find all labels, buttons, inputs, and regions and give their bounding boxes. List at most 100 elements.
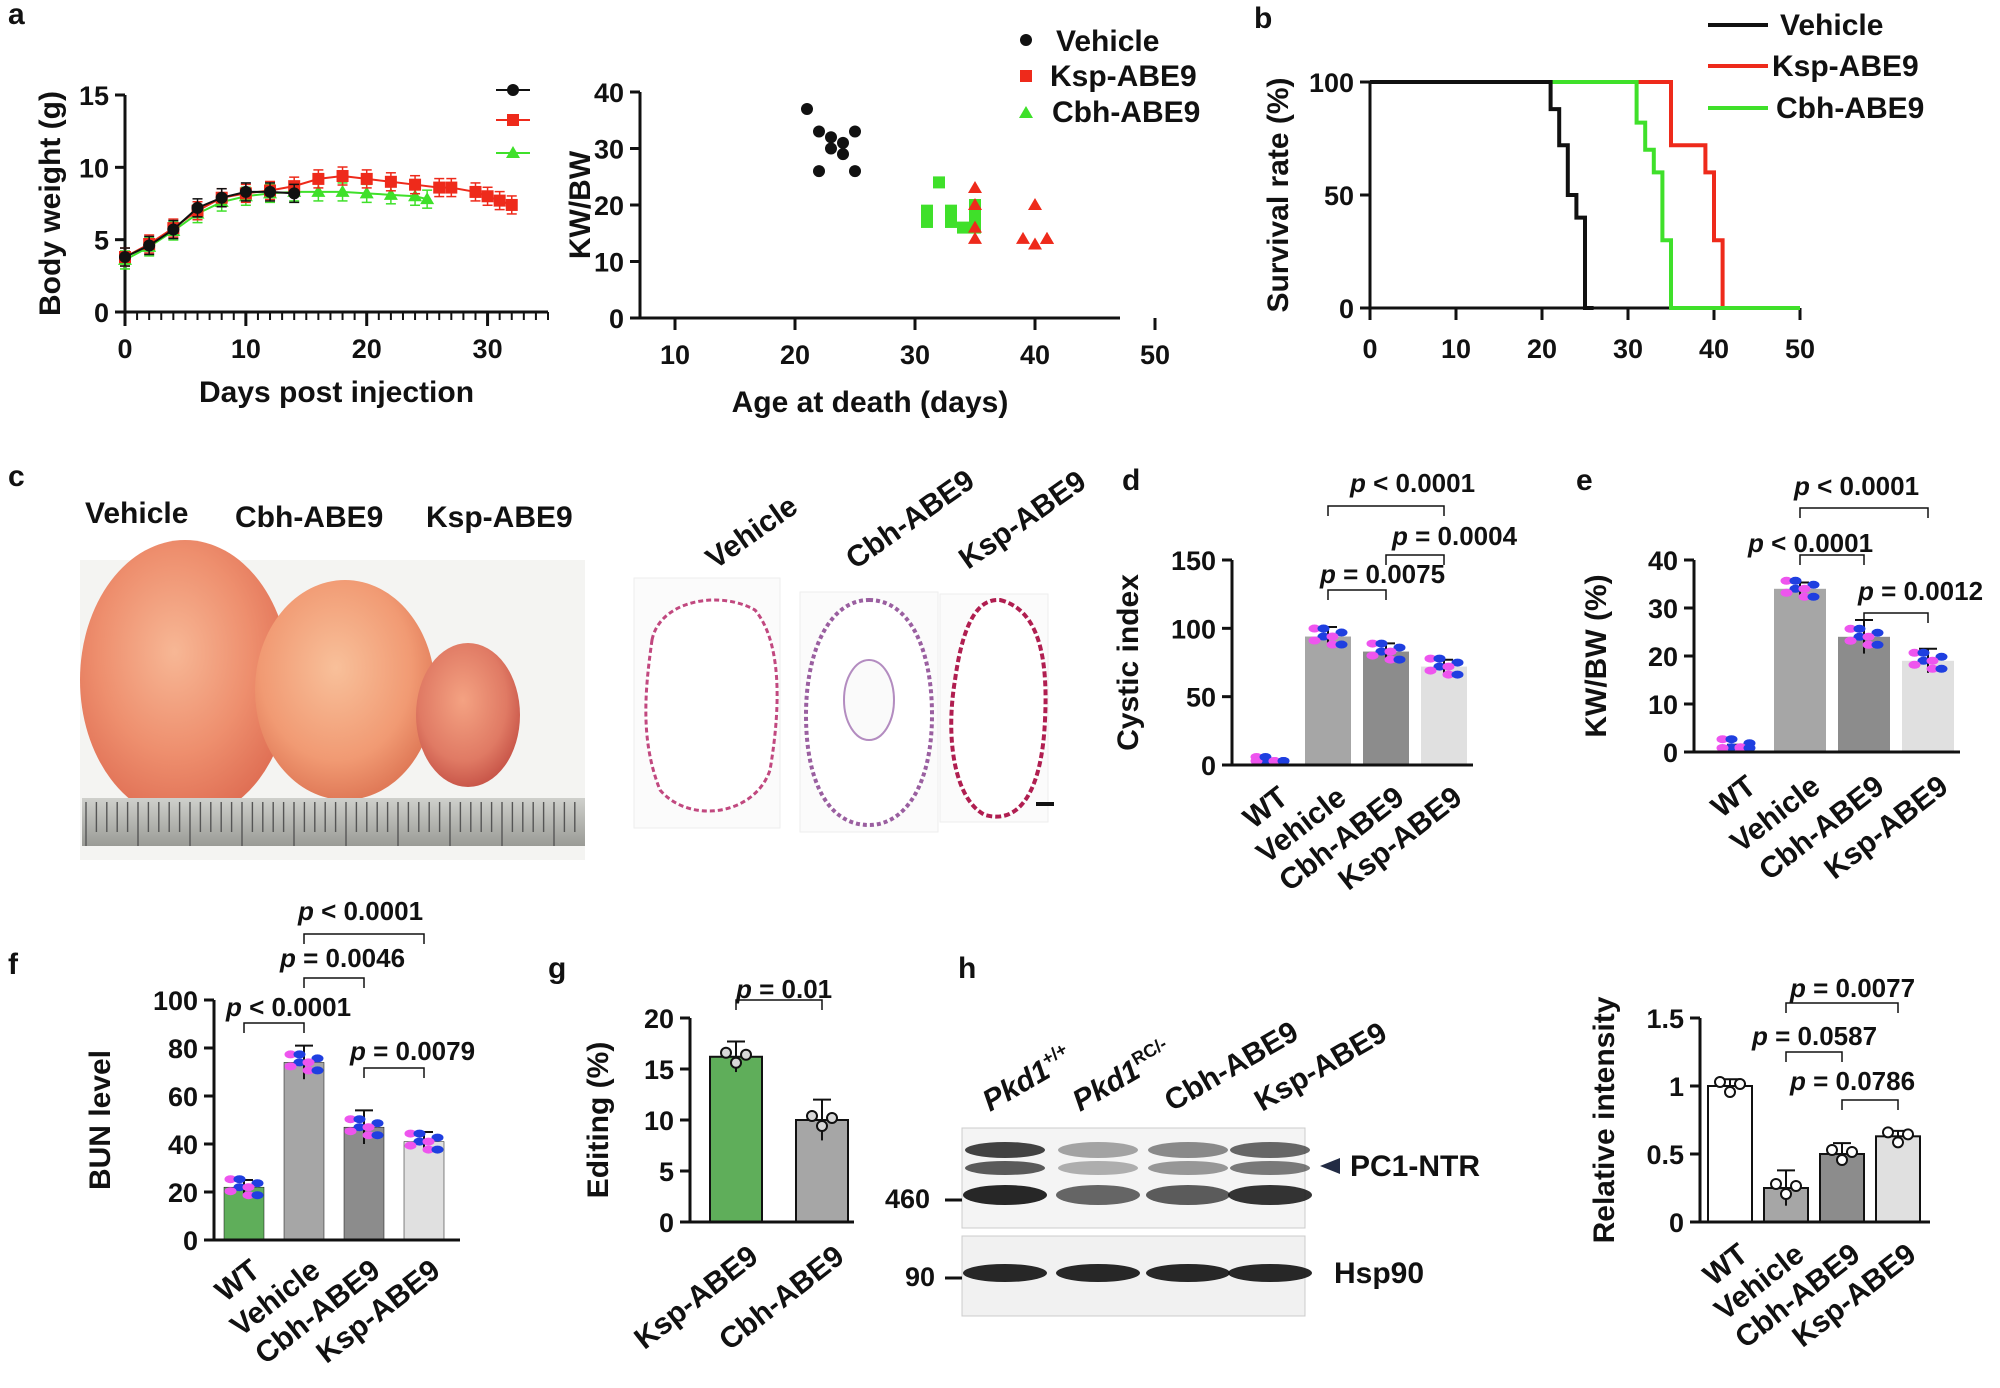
chart-a-kwbw-scatter: 0 10 20 30 40 10 20 30 40 50 Age at death (days) KW… [564,78,1170,419]
p-value-label: p = 0.0077 [1789,973,1915,1003]
band-label-hsp90: Hsp90 [1334,1257,1424,1290]
ruler-ticks [85,802,576,846]
ruler [82,798,585,846]
x-tick-label: 30 [900,340,930,370]
p-symbol: p [1349,468,1366,498]
blot-band-pc1 [1056,1185,1140,1205]
y-tick-label: 150 [1171,546,1216,576]
y-tick-label: 50 [1324,181,1354,211]
significance-bracket [1799,507,1929,518]
replicate-dot [311,1066,324,1075]
panel-letter-f: f [8,948,19,981]
scatter-point-vehicle [849,125,861,138]
replicate-dot [740,1048,752,1061]
legend-a: Vehicle Ksp-ABE9 Cbh-ABE9 [1019,25,1200,129]
scatter-point-ksp [1028,237,1042,250]
replicate-dot [1384,647,1397,656]
replicate-dot [353,1123,366,1132]
replicate-dot [1433,662,1446,671]
data-point-vehicle [191,201,204,214]
replicate-dot [1908,660,1921,669]
y-tick-label: 20 [168,1178,198,1208]
significance-bracket [243,1022,305,1033]
replicate-dot [362,1131,375,1140]
p-value: = 0.01 [752,974,832,1004]
series-key-vehicle [507,84,519,96]
replicate-dot [1308,624,1321,633]
data-point-ksp [409,178,422,191]
replicate-dot [242,1191,255,1200]
y-tick-label: 60 [168,1082,198,1112]
y-axis-label: Editing (%) [582,1042,615,1199]
scatter-point-ksp [968,220,982,233]
significance-bracket [1785,1002,1899,1013]
p-symbol: p [279,943,296,973]
replicate-dot [826,1112,838,1124]
p-symbol: p [1747,528,1764,558]
data-point-vehicle [167,223,180,236]
data-point-vehicle [239,185,252,198]
replicate-dot [1862,632,1875,641]
replicate-dot [1366,639,1379,648]
replicate-dot [293,1058,306,1067]
replicate-dot [404,1141,417,1150]
replicate-dot [1780,576,1793,585]
data-point-ksp [360,172,373,185]
y-tick-label: 100 [1171,614,1216,644]
marker-460: 460 [885,1184,930,1214]
p-value-label: p = 0.0012 [1857,576,1983,606]
x-tick-label: 20 [352,334,382,364]
y-tick-label: 15 [644,1055,674,1085]
significance-bracket [363,1067,425,1078]
y-tick-label: 10 [79,153,109,183]
scatter-point-cbh [921,215,933,228]
replicate-dot [1846,1146,1858,1158]
y-tick-label: 30 [1648,594,1678,624]
chart-h-bars: 00.511.5WTVehicleCbh-ABE9Ksp-ABE9Relativ… [1588,973,1930,1355]
p-value-label: p = 0.0075 [1319,559,1445,589]
replicate-dot [1807,592,1820,601]
x-axis-label: Days post injection [199,376,474,409]
significance-bracket [1799,554,1865,565]
p-value-label: p = 0.0046 [279,943,405,973]
y-tick-label: 0 [94,298,109,328]
histo-label-vehicle: Vehicle [700,489,804,575]
p-symbol: p [225,992,242,1022]
blot-band-upper [1230,1142,1310,1158]
panel-c-photo: Vehicle Cbh-ABE9 Ksp-ABE9 [80,497,585,860]
replicate-dot [251,1191,264,1200]
histo-label-ksp: Ksp-ABE9 [953,465,1092,576]
replicate-dot [1935,664,1948,673]
legend-b: Vehicle Ksp-ABE9 Cbh-ABE9 [1708,9,1924,125]
x-tick-label: 0 [1362,334,1377,364]
replicate-dot [1716,744,1729,752]
replicate-dot [1789,584,1802,593]
chart-a-bodyweight: 0 5 10 15 0 10 20 30 Days post injection Body wei… [34,81,549,409]
blot-band-mid [1148,1161,1228,1175]
scatter-point-ksp [968,198,982,210]
p-symbol: p [297,896,314,926]
replicate-dot [1917,648,1930,657]
data-point-cbh [383,187,398,200]
replicate-dot [413,1137,426,1146]
p-symbol: p [735,974,752,1004]
data-point-vehicle [143,239,156,252]
replicate-dot [431,1145,444,1154]
replicate-dot [1424,654,1437,663]
replicate-dot [1259,753,1272,761]
bar-Cbh-ABE9 [1838,636,1890,752]
replicate-dot [293,1050,306,1059]
replicate-dot [242,1183,255,1192]
replicate-dot [224,1187,237,1196]
chart-d-bars: 050100150WTVehicleCbh-ABE9Ksp-ABE9Cystic… [1112,468,1518,898]
blot-band-pc1 [1146,1185,1230,1205]
replicate-dot [1935,652,1948,661]
chart-f-bars: 020406080100WTVehicleCbh-ABE9Ksp-ABE9BUN… [84,896,475,1371]
x-tick-label: 10 [1441,334,1471,364]
scatter-point-cbh [957,221,969,234]
y-tick-label: 5 [659,1157,674,1187]
replicate-dot [344,1115,357,1124]
x-tick-label: 20 [1527,334,1557,364]
y-tick-label: 100 [1309,68,1354,98]
y-tick-label: 0 [1663,738,1678,768]
